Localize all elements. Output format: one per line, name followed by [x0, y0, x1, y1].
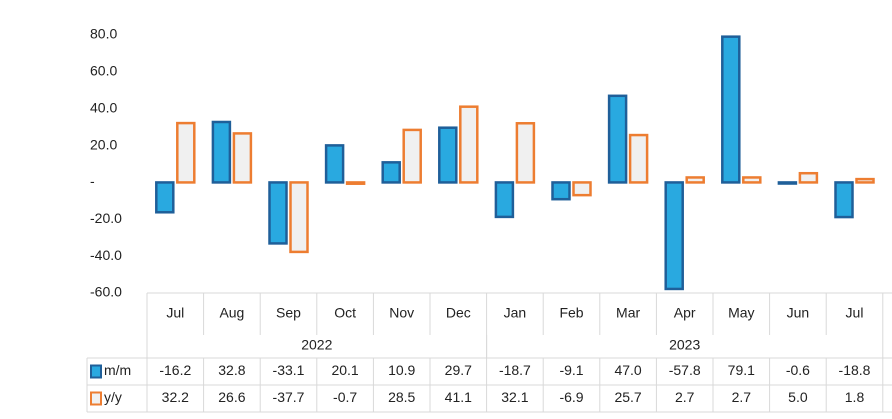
bar: [155, 181, 175, 214]
bar: [232, 132, 253, 184]
data-label: 29.7: [445, 362, 472, 378]
data-label: -0.6: [786, 362, 810, 378]
bar: [607, 94, 628, 184]
data-label: 2.7: [675, 389, 695, 405]
group-label: 2023: [669, 337, 700, 353]
data-label: 2.7: [732, 389, 752, 405]
bar: [324, 144, 345, 184]
data-label: 25.7: [614, 389, 641, 405]
bar: [798, 171, 819, 184]
data-label: 32.2: [162, 389, 189, 405]
bar: [855, 177, 875, 184]
y-tick-label: 40.0: [90, 99, 117, 115]
x-tick-label: Jun: [787, 305, 810, 321]
bar: [381, 161, 401, 184]
data-label: -0.7: [333, 389, 357, 405]
bar: [402, 128, 422, 184]
group-label: 2022: [301, 337, 332, 353]
bar: [664, 181, 684, 291]
bar: [268, 181, 288, 245]
bar: [685, 176, 705, 184]
bar: [777, 181, 798, 185]
data-label: 32.1: [501, 389, 528, 405]
y-tick-label: 60.0: [90, 63, 117, 79]
bar: [551, 181, 571, 201]
y-tick-label: 20.0: [90, 136, 117, 152]
data-label: 47.0: [614, 362, 641, 378]
data-label: 5.0: [788, 389, 808, 405]
x-tick-label: Aug: [219, 305, 244, 321]
y-tick-label: 80.0: [90, 26, 117, 42]
data-label: -6.9: [559, 389, 583, 405]
bar: [211, 120, 232, 184]
x-tick-label: Feb: [559, 305, 583, 321]
bar: [438, 126, 458, 184]
data-label: 41.1: [445, 389, 472, 405]
bar: [289, 181, 309, 254]
data-label: 32.8: [218, 362, 245, 378]
data-label: 26.6: [218, 389, 245, 405]
legend-swatch: [90, 364, 102, 379]
data-label: -9.1: [559, 362, 583, 378]
x-tick-label: Jul: [846, 305, 864, 321]
bar: [721, 35, 741, 184]
x-tick-label: Oct: [334, 305, 356, 321]
y-tick-label: -40.0: [90, 247, 122, 263]
x-tick-label: Sep: [276, 305, 301, 321]
x-tick-label: Dec: [446, 305, 471, 321]
data-label: -18.8: [839, 362, 871, 378]
data-label: -57.8: [669, 362, 701, 378]
bar: [345, 181, 366, 185]
x-tick-label: Nov: [389, 305, 414, 321]
data-label: 10.9: [388, 362, 415, 378]
data-label: 79.1: [728, 362, 755, 378]
x-tick-label: Mar: [616, 305, 640, 321]
data-label: 20.1: [331, 362, 358, 378]
bar: [742, 176, 762, 184]
bar: [628, 133, 649, 184]
legend-label: y/y: [104, 389, 122, 405]
data-label: 28.5: [388, 389, 415, 405]
bar: [834, 181, 854, 219]
x-tick-label: Apr: [674, 305, 696, 321]
bar: [459, 105, 479, 184]
bar: [515, 122, 536, 184]
legend-swatch: [90, 391, 102, 406]
bar: [176, 121, 196, 184]
data-label: -33.1: [273, 362, 305, 378]
y-tick-label: -20.0: [90, 210, 122, 226]
x-tick-label: Jul: [166, 305, 184, 321]
data-label: -16.2: [159, 362, 191, 378]
x-tick-label: Jan: [504, 305, 527, 321]
legend-label: m/m: [104, 362, 131, 378]
x-tick-label: May: [728, 305, 754, 321]
data-label: 1.8: [845, 389, 865, 405]
data-label: -37.7: [273, 389, 305, 405]
y-tick-label: -60.0: [90, 284, 122, 300]
y-tick-label: -: [90, 173, 95, 189]
bar: [572, 181, 592, 197]
bar: [494, 181, 515, 219]
data-label: -18.7: [499, 362, 531, 378]
